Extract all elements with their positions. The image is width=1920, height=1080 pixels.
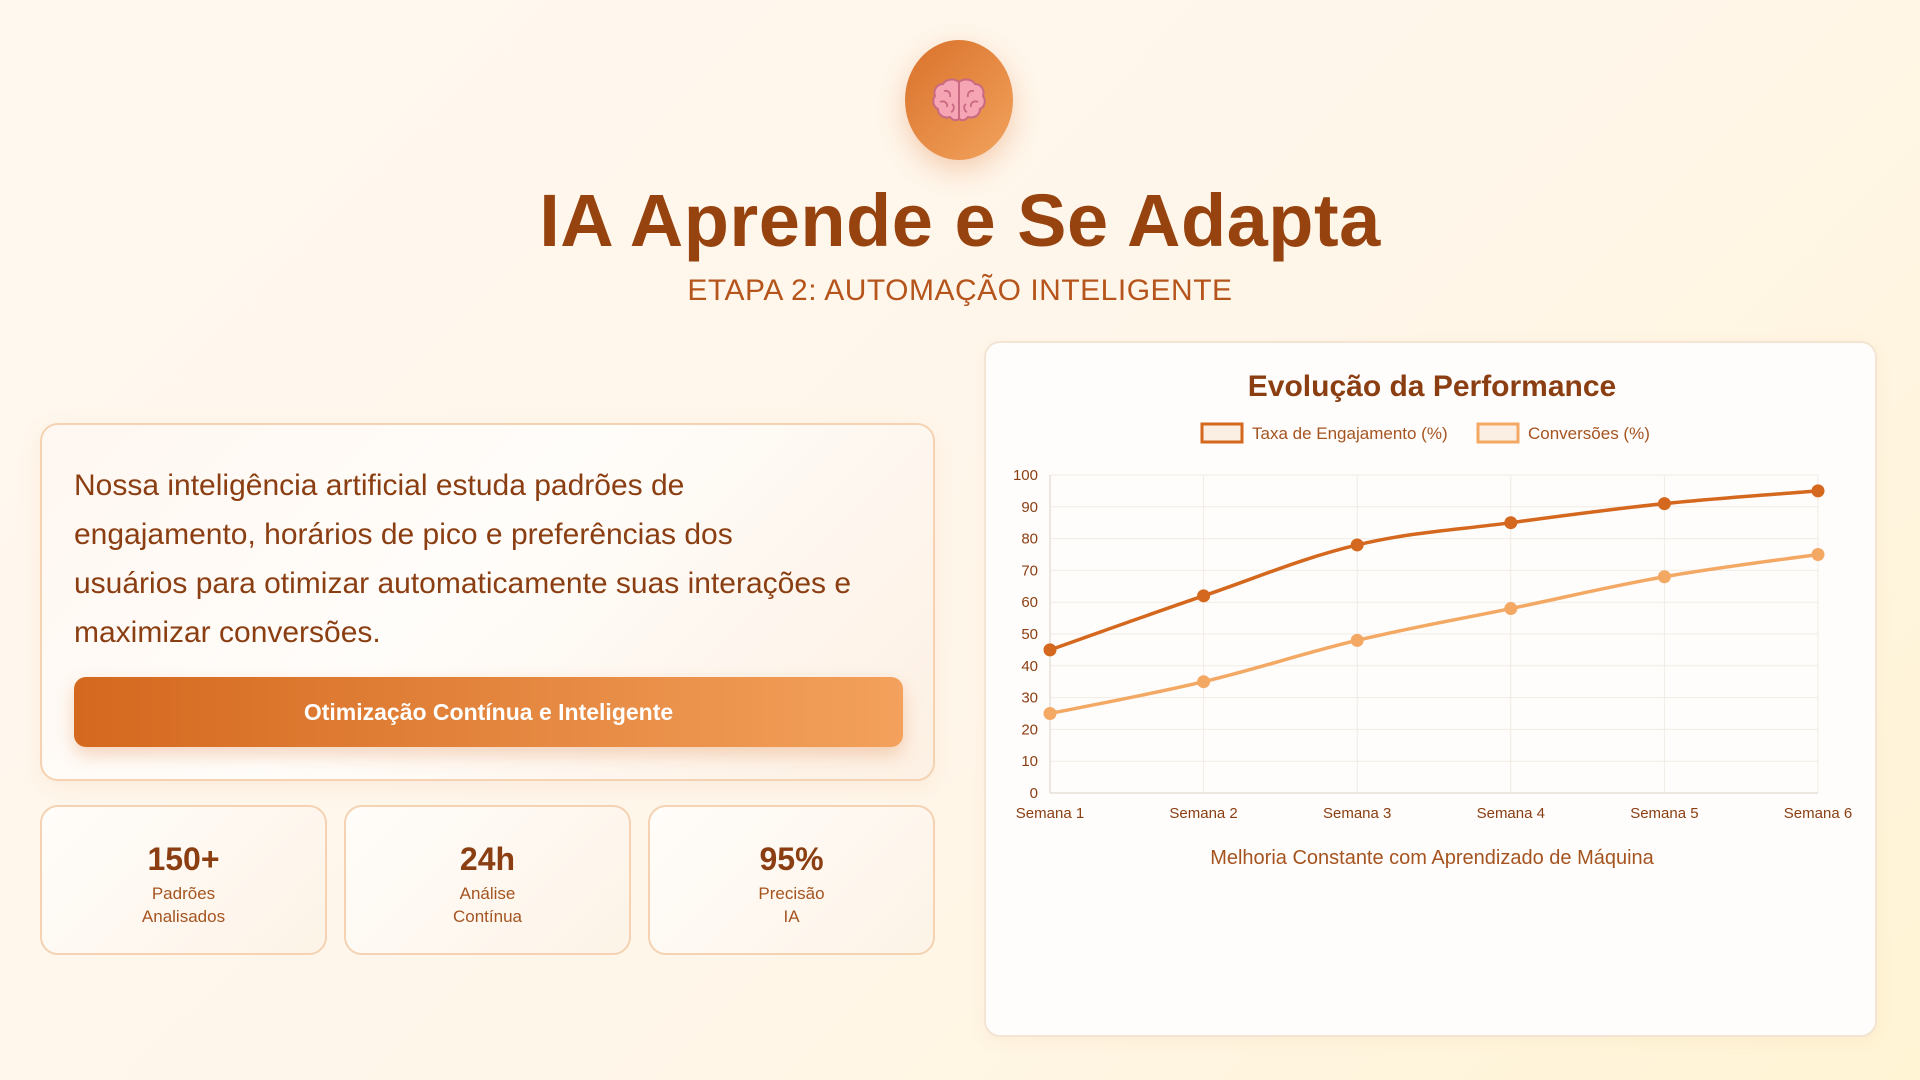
x-tick-label: Semana 2 bbox=[1169, 805, 1237, 822]
stat-label-line: IA bbox=[783, 907, 800, 926]
series-point-1 bbox=[1504, 516, 1518, 530]
legend-label: Conversões (%) bbox=[1528, 424, 1650, 443]
series-line-1 bbox=[1048, 489, 1820, 652]
y-tick-label: 30 bbox=[1021, 690, 1038, 707]
chart-caption: Melhoria Constante com Aprendizado de Má… bbox=[1210, 847, 1654, 869]
description-line: engajamento, horários de pico e preferên… bbox=[74, 518, 733, 551]
x-tick-label: Semana 6 bbox=[1784, 805, 1852, 822]
page-title: IA Aprende e Se Adapta bbox=[539, 179, 1381, 262]
y-tick-label: 40 bbox=[1021, 658, 1038, 675]
x-tick-label: Semana 5 bbox=[1630, 805, 1698, 822]
page-subtitle: ETAPA 2: AUTOMAÇÃO INTELIGENTE bbox=[687, 274, 1233, 307]
y-tick-label: 90 bbox=[1021, 499, 1038, 516]
y-tick-label: 60 bbox=[1021, 594, 1038, 611]
series-point-1 bbox=[1350, 538, 1364, 552]
y-tick-label: 0 bbox=[1030, 785, 1038, 802]
y-tick-label: 20 bbox=[1021, 721, 1038, 738]
stat-value: 95% bbox=[759, 841, 824, 877]
description-line: maximizar conversões. bbox=[74, 616, 381, 649]
brain-logo bbox=[905, 40, 1013, 160]
stat-label: Análise Contínua bbox=[346, 882, 629, 928]
y-tick-label: 70 bbox=[1021, 562, 1038, 579]
stat-card-precision: 95% Precisão IA bbox=[648, 805, 935, 955]
chart-title: Evolução da Performance bbox=[1248, 370, 1616, 403]
performance-chart-card: Evolução da Performance 0 10 20 30 40 50 60 70 8… bbox=[984, 341, 1877, 1037]
series-point-2 bbox=[1504, 602, 1518, 616]
legend-swatch bbox=[1476, 422, 1520, 444]
series-point-2 bbox=[1043, 707, 1057, 720]
stat-value: 24h bbox=[459, 841, 516, 877]
description-line: usuários para otimizar automaticamente s… bbox=[74, 567, 852, 600]
stat-value: 150+ bbox=[147, 841, 220, 877]
series-point-2 bbox=[1197, 675, 1211, 689]
y-tick-label: 100 bbox=[1013, 467, 1038, 484]
stat-card-analysis: 24h Análise Contínua bbox=[344, 805, 631, 955]
stat-card-patterns: 150+ Padrões Analisados bbox=[40, 805, 327, 955]
x-tick-label: Semana 4 bbox=[1477, 805, 1545, 822]
stat-label: Precisão IA bbox=[650, 882, 933, 928]
y-tick-label: 10 bbox=[1021, 753, 1038, 770]
optimization-button[interactable]: Otimização Contínua e Inteligente bbox=[74, 677, 903, 747]
legend-swatch bbox=[1200, 422, 1244, 444]
y-tick-label: 80 bbox=[1021, 531, 1038, 548]
series-point-1 bbox=[1657, 497, 1671, 511]
stat-label-line: Análise bbox=[459, 884, 516, 903]
description-line: Nossa inteligência artificial estuda pad… bbox=[74, 469, 685, 502]
series-point-2 bbox=[1657, 570, 1671, 584]
x-tick-label: Semana 1 bbox=[1016, 805, 1084, 822]
x-tick-label: Semana 3 bbox=[1323, 805, 1391, 822]
stat-label-line: Padrões bbox=[151, 884, 216, 903]
series-point-2 bbox=[1811, 548, 1825, 561]
brain-icon bbox=[932, 78, 986, 122]
series-point-2 bbox=[1350, 633, 1364, 647]
stat-label-line: Precisão bbox=[758, 884, 825, 903]
y-tick-label: 50 bbox=[1021, 626, 1038, 643]
stat-label: Padrões Analisados bbox=[42, 882, 325, 928]
description-text: Nossa inteligência artificial estuda pad… bbox=[74, 461, 901, 657]
series-point-1 bbox=[1811, 484, 1825, 498]
stat-label-line: Contínua bbox=[453, 907, 522, 926]
description-card: Nossa inteligência artificial estuda pad… bbox=[40, 423, 935, 781]
legend-label: Taxa de Engajamento (%) bbox=[1252, 424, 1448, 443]
performance-chart: Evolução da Performance 0 10 20 30 40 50 60 70 8… bbox=[1013, 370, 1852, 869]
series-point-1 bbox=[1197, 589, 1211, 603]
series-point-1 bbox=[1043, 643, 1057, 657]
series-line-2 bbox=[1048, 552, 1820, 716]
stat-label-line: Analisados bbox=[141, 907, 226, 926]
